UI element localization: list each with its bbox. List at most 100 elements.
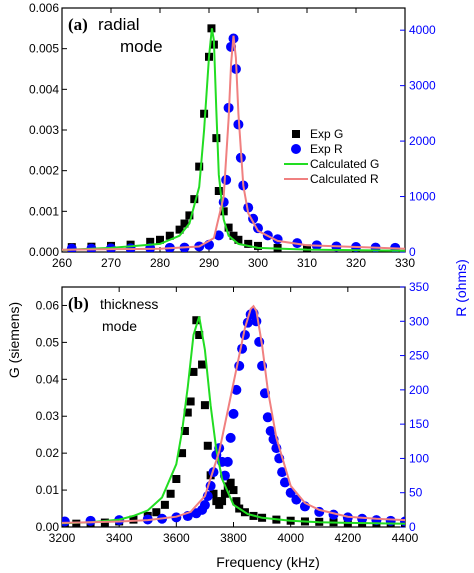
data-point-square: [224, 223, 233, 232]
data-point-circle: [265, 426, 276, 436]
legend-marker-square: [292, 130, 300, 138]
data-point-square: [232, 497, 241, 506]
y-tick-label-right: 250: [409, 349, 429, 363]
y-tick-label-left: 0.02: [36, 446, 60, 460]
data-point-square: [172, 475, 181, 483]
y-axis-label-left: G (siemens): [6, 302, 22, 378]
data-point-square: [160, 500, 169, 509]
x-tick-label: 3400: [106, 531, 133, 545]
data-point-square: [226, 478, 235, 487]
y-tick-label-left: 0.00: [36, 520, 60, 534]
data-point-circle: [279, 477, 290, 488]
data-point-square: [185, 211, 194, 220]
data-point-circle: [222, 456, 233, 467]
x-tick-label: 3600: [163, 531, 190, 545]
y-tick-label-right: 1000: [409, 190, 436, 204]
data-point-square: [180, 219, 189, 228]
x-tick-label: 4000: [277, 531, 304, 545]
data-point-square: [200, 401, 209, 410]
y-tick-label-right: 300: [409, 314, 429, 328]
data-point-circle: [85, 515, 96, 526]
plot-area: [62, 304, 405, 527]
data-point-circle: [357, 513, 368, 524]
data-point-circle: [221, 174, 232, 185]
legend-label: Calculated R: [310, 172, 379, 186]
panel-title-line-1: radial: [98, 15, 140, 34]
y-tick-label-right: 50: [409, 486, 423, 500]
y-axis-label-right: R (ohms): [453, 259, 469, 317]
data-point-square: [195, 331, 204, 339]
y-tick-label-left: 0.04: [36, 372, 60, 386]
x-tick-label: 4400: [392, 531, 419, 545]
data-point-square: [220, 489, 229, 498]
data-point-square: [156, 235, 164, 244]
data-point-square: [178, 449, 187, 458]
y-tick-label-left: 0.01: [36, 483, 60, 497]
data-point-square: [200, 109, 209, 118]
data-point-square: [180, 427, 189, 435]
y-tick-label-left: 0.001: [29, 204, 59, 218]
legend-label: Calculated G: [310, 157, 379, 171]
data-point-square: [214, 187, 223, 195]
y-tick-label-left: 0.06: [36, 298, 60, 312]
legend-label: Exp R: [310, 142, 343, 156]
data-point-square: [234, 235, 243, 244]
data-point-circle: [225, 432, 236, 443]
y-tick-label-right: 2000: [409, 134, 436, 148]
x-tick-label: 260: [52, 256, 72, 270]
data-point-square: [146, 237, 155, 246]
x-tick-label: 280: [150, 256, 170, 270]
panel-title-line-2: mode: [120, 37, 163, 56]
y-tick-label-right: 0: [409, 520, 416, 534]
x-tick-label: 3800: [220, 531, 247, 545]
panel-b-thickness-mode: 3200 3400 3600 3800 4000 4200 4400 0.00 0.01 0.02…: [36, 280, 430, 545]
x-tick-label: 320: [346, 256, 366, 270]
data-point-circle: [277, 467, 288, 478]
data-point-circle: [213, 230, 224, 241]
data-point-circle: [231, 384, 242, 395]
data-point-square: [189, 367, 198, 376]
data-point-square: [195, 162, 204, 171]
data-point-square: [175, 225, 184, 234]
legend-marker-circle: [291, 144, 301, 154]
data-point-square: [190, 195, 199, 204]
plot-area: [62, 24, 405, 252]
series-line-calculated-r: [62, 35, 405, 251]
data-point-square: [229, 486, 238, 495]
data-point-square: [186, 397, 195, 406]
y-tick-label-left: 0.006: [29, 1, 59, 15]
y-tick-label-right: 200: [409, 383, 429, 397]
data-point-square: [254, 241, 262, 250]
x-tick-label: 270: [101, 256, 121, 270]
x-tick-label: 290: [199, 256, 219, 270]
panel-label: (b): [68, 294, 89, 313]
panel-title-line-1: thickness: [100, 296, 158, 312]
x-tick-label: 3200: [49, 531, 76, 545]
data-point-square: [212, 134, 221, 143]
y-tick-label-left: 0.004: [29, 82, 59, 96]
y-tick-label-left: 0.000: [29, 245, 59, 259]
data-point-circle: [251, 316, 262, 327]
y-tick-label-right: 3000: [409, 79, 436, 93]
x-tick-label: 4200: [334, 531, 361, 545]
data-point-circle: [228, 408, 239, 419]
y-tick-label-right: 350: [409, 280, 429, 294]
data-point-square: [218, 497, 227, 506]
series-line-calculated-g: [62, 316, 405, 525]
y-tick-label-right: 4000: [409, 23, 436, 37]
y-tick-label-left: 0.003: [29, 123, 59, 137]
data-point-square: [244, 239, 253, 248]
y-tick-label-left: 0.05: [36, 335, 60, 349]
data-point-square: [198, 360, 207, 369]
data-point-square: [152, 508, 161, 517]
panel-label: (a): [68, 15, 88, 34]
x-tick-label: 310: [297, 256, 317, 270]
data-point-square: [166, 489, 175, 498]
y-tick-label-left: 0.002: [29, 164, 59, 178]
x-axis-label: Frequency (kHz): [216, 554, 319, 570]
y-tick-label-right: 150: [409, 417, 429, 431]
y-tick-label-right: 0: [409, 245, 416, 259]
data-point-square: [183, 408, 192, 417]
